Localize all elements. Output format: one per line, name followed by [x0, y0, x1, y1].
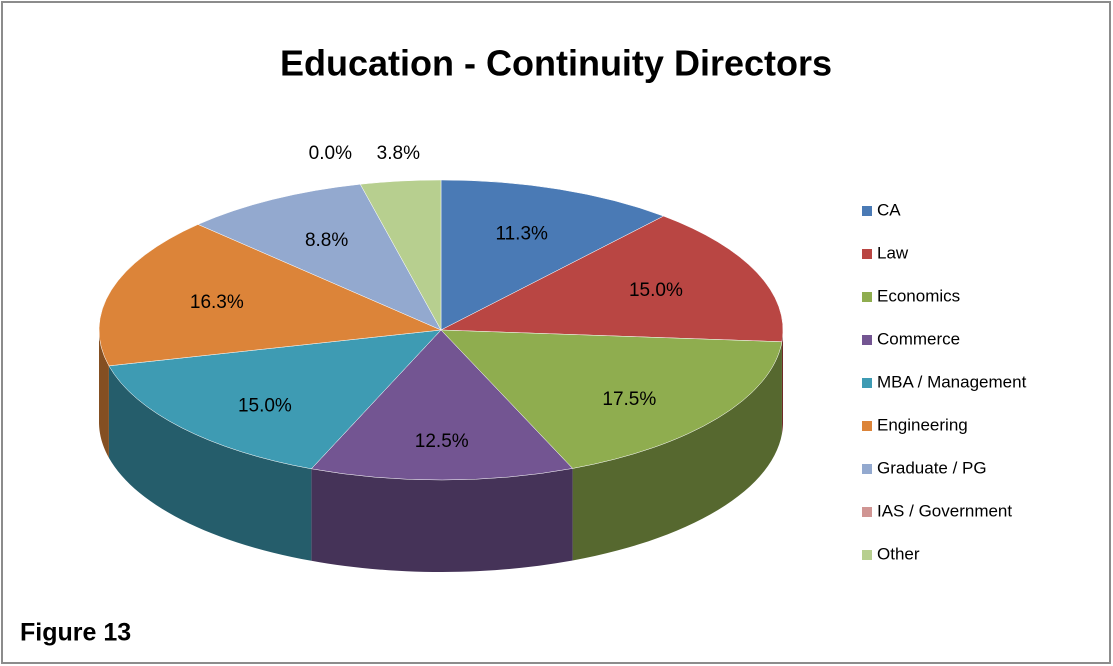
pie-sides — [99, 330, 783, 572]
data-label: 17.5% — [602, 389, 656, 410]
legend-label: Law — [877, 243, 909, 262]
legend-swatch — [862, 421, 872, 431]
legend-label: CA — [877, 200, 901, 219]
legend-swatch — [862, 292, 872, 302]
data-label: 16.3% — [190, 292, 244, 313]
slice — [98, 224, 442, 367]
slice-side — [311, 468, 573, 572]
annotation: Figure 13 — [20, 619, 131, 647]
legend-label: Economics — [877, 286, 960, 305]
slice — [359, 179, 442, 331]
slice — [108, 329, 442, 470]
legend-swatch — [862, 335, 872, 345]
slice-side — [108, 365, 312, 561]
chart-title: Education - Continuity Directors — [280, 43, 832, 84]
slice-side — [572, 341, 782, 561]
legend-swatch — [862, 550, 872, 560]
slice — [440, 329, 783, 469]
legend-swatch — [862, 206, 872, 216]
legend-swatch — [862, 507, 872, 517]
legend-label: Other — [877, 544, 920, 563]
data-label: 0.0% — [309, 143, 352, 164]
slice — [440, 179, 665, 331]
data-label: 11.3% — [495, 223, 548, 244]
slice-side — [781, 330, 783, 434]
slice-side — [99, 330, 109, 458]
data-label: 3.8% — [377, 143, 420, 164]
legend-swatch — [862, 378, 872, 388]
legend-label: MBA / Management — [877, 372, 1027, 391]
data-label: 15.0% — [238, 396, 292, 417]
legend-label: Graduate / PG — [877, 458, 987, 477]
pie-tops — [98, 179, 784, 481]
legend-label: Engineering — [877, 415, 968, 434]
legend-label: IAS / Government — [877, 501, 1012, 520]
legend-swatch — [862, 464, 872, 474]
slice — [440, 215, 784, 343]
slice — [310, 329, 574, 481]
legend-label: Commerce — [877, 329, 960, 348]
legend-swatch — [862, 249, 872, 259]
data-label: 12.5% — [415, 431, 469, 452]
data-label: 15.0% — [629, 280, 683, 301]
data-label: 8.8% — [305, 230, 348, 251]
